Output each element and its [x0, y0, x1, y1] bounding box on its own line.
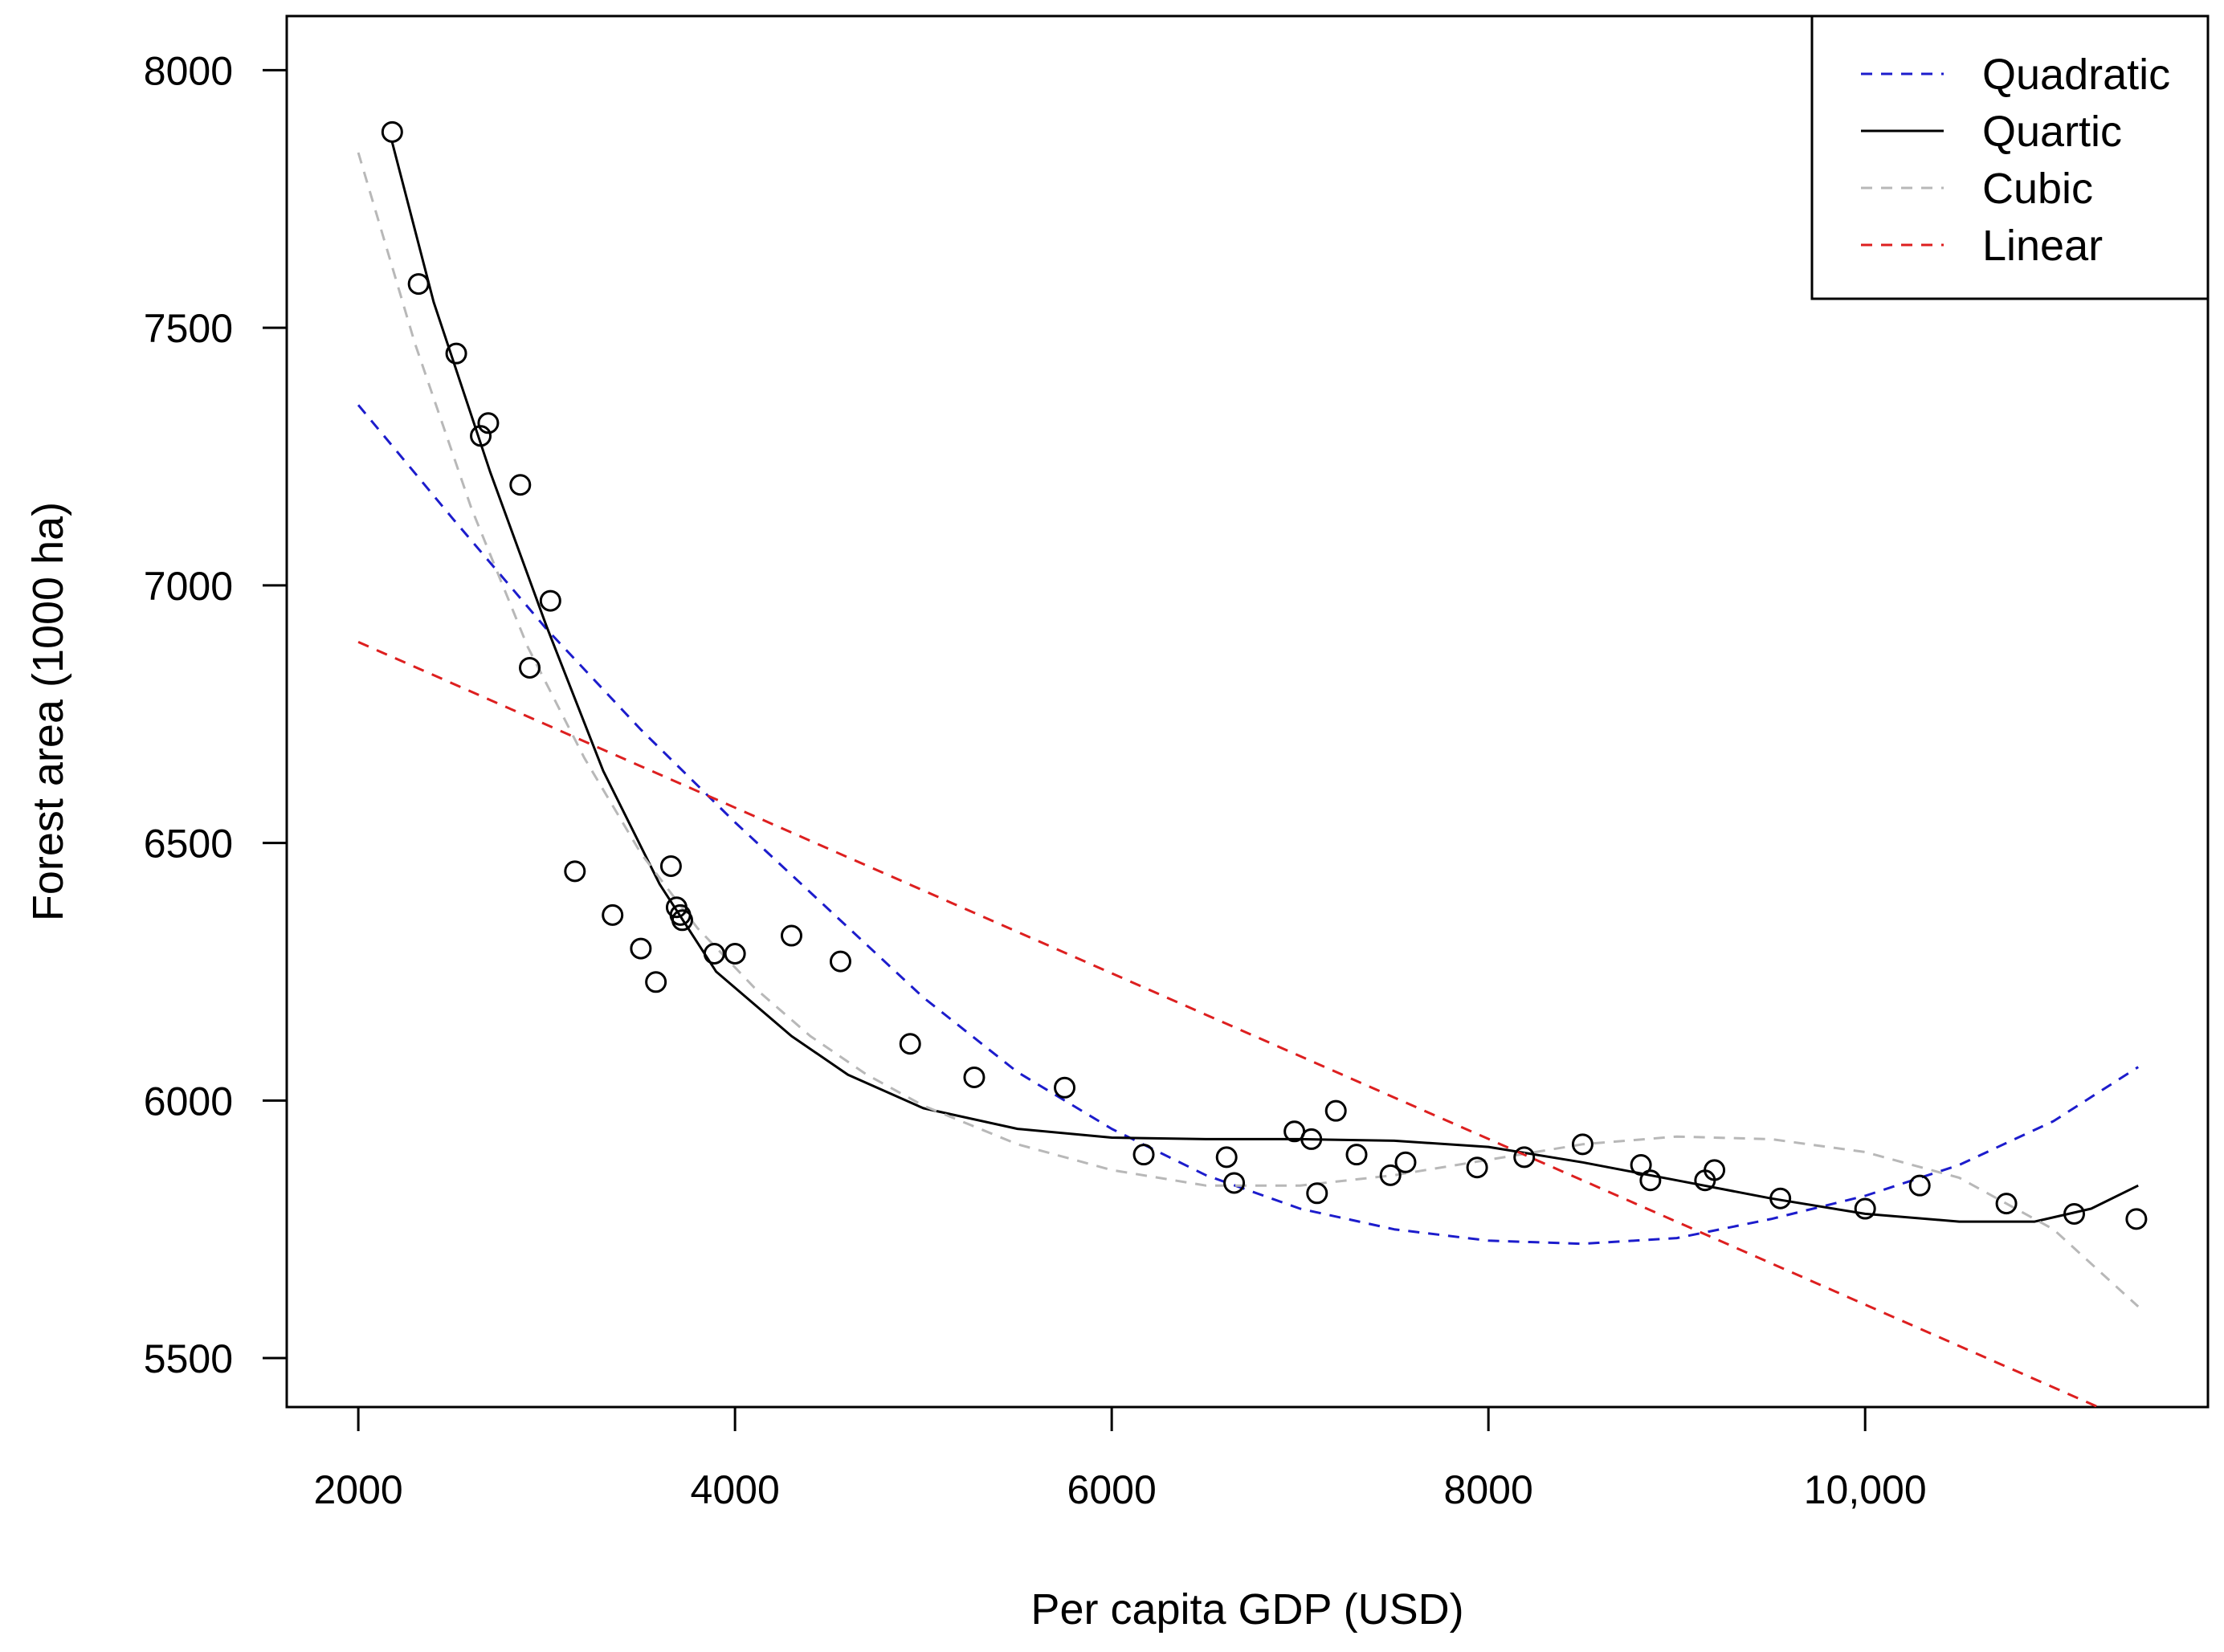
data-point — [659, 855, 682, 877]
series-line-cubic — [357, 152, 2140, 1308]
data-point — [564, 860, 586, 883]
x-tick-label: 10,000 — [1804, 1467, 1927, 1512]
y-axis: 5500 6000 6500 7000 7500 8000 — [144, 48, 288, 1381]
y-tick-label: 8000 — [144, 48, 233, 93]
series-layer — [357, 141, 2140, 1407]
legend-box — [1810, 14, 2210, 300]
y-axis-title: Forest area (1000 ha) — [24, 502, 72, 921]
data-point — [1132, 1144, 1155, 1166]
data-point — [780, 924, 802, 947]
y-tick-label: 7500 — [144, 306, 233, 351]
data-point — [1306, 1182, 1328, 1205]
y-tick-label: 6000 — [144, 1079, 233, 1124]
legend-label-quartic: Quartic — [1982, 108, 2122, 156]
legend-label-cubic: Cubic — [1982, 165, 2093, 213]
data-point — [630, 937, 652, 960]
data-point — [1630, 1154, 1652, 1177]
data-point — [477, 412, 500, 434]
x-axis: 2000 4000 6000 8000 10,000 — [313, 1405, 1927, 1512]
x-tick-label: 8000 — [1444, 1467, 1533, 1512]
series-line-quadratic — [357, 404, 2140, 1246]
data-point — [671, 909, 693, 932]
data-point — [724, 942, 746, 965]
data-point — [1639, 1169, 1662, 1192]
data-point — [381, 120, 403, 143]
data-point — [1379, 1164, 1402, 1186]
data-point — [1394, 1151, 1417, 1173]
data-point — [2125, 1208, 2148, 1230]
series-line-linear — [357, 641, 2101, 1407]
data-point — [2063, 1202, 2085, 1225]
data-point — [1300, 1128, 1323, 1150]
data-point — [1215, 1146, 1238, 1169]
data-point — [963, 1066, 985, 1088]
data-point — [509, 474, 532, 496]
data-point — [1908, 1174, 1931, 1197]
data-point — [407, 273, 430, 296]
points-layer — [381, 120, 2148, 1230]
data-point — [1769, 1187, 1792, 1209]
y-tick-label: 5500 — [144, 1336, 233, 1381]
data-point — [645, 971, 667, 993]
legend-label-quadratic: Quadratic — [1982, 51, 2170, 99]
data-point — [539, 589, 561, 612]
legend-label-linear: Linear — [1982, 222, 2103, 270]
data-point — [703, 942, 725, 965]
data-point — [602, 904, 624, 926]
data-point — [829, 950, 851, 973]
legend: Quadratic Quartic Cubic Linear — [1810, 14, 2210, 300]
data-point — [519, 656, 541, 679]
y-tick-label: 7000 — [144, 564, 233, 609]
y-tick-label: 6500 — [144, 822, 233, 867]
data-point — [1054, 1076, 1076, 1099]
data-point — [1513, 1146, 1536, 1169]
x-tick-label: 2000 — [313, 1467, 402, 1512]
data-point — [1466, 1156, 1488, 1179]
data-point — [1223, 1172, 1246, 1194]
data-point — [1345, 1144, 1368, 1166]
x-axis-title: Per capita GDP (USD) — [1030, 1585, 1463, 1634]
data-point — [445, 342, 467, 365]
data-point — [1854, 1197, 1876, 1220]
data-point — [1324, 1099, 1347, 1122]
data-point — [899, 1033, 921, 1055]
data-point — [470, 425, 492, 447]
data-point — [1704, 1159, 1726, 1181]
x-tick-label: 6000 — [1067, 1467, 1157, 1512]
data-point — [1995, 1193, 2018, 1215]
data-point — [1571, 1133, 1594, 1156]
x-tick-label: 4000 — [691, 1467, 780, 1512]
series-line-quartic — [390, 141, 2139, 1223]
